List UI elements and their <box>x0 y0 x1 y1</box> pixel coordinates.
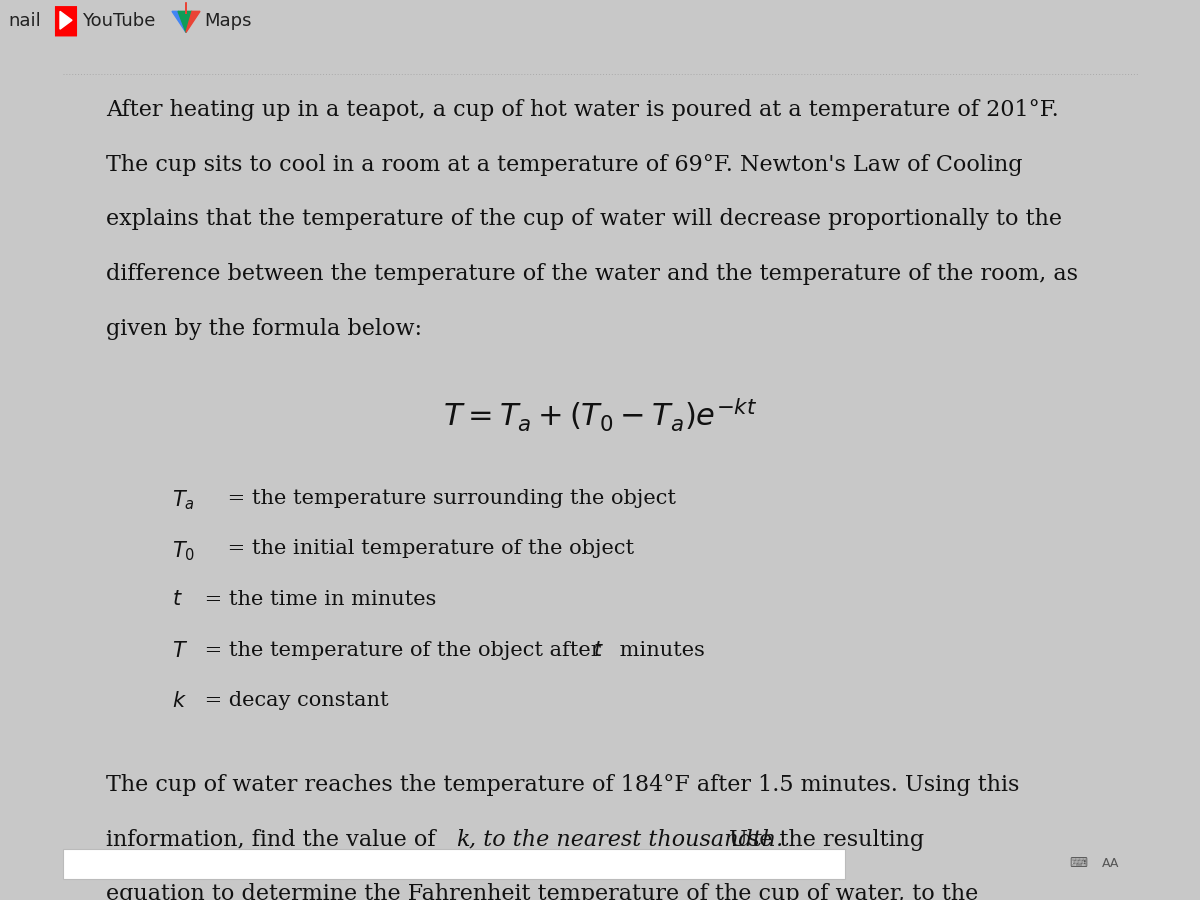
Text: ⌨: ⌨ <box>1069 857 1087 869</box>
Text: The cup sits to cool in a room at a temperature of 69°F. Newton's Law of Cooling: The cup sits to cool in a room at a temp… <box>107 154 1022 176</box>
FancyBboxPatch shape <box>64 850 845 879</box>
Text: Maps: Maps <box>204 12 252 30</box>
Polygon shape <box>60 12 72 29</box>
Text: nail: nail <box>8 12 41 30</box>
Text: $T_0$: $T_0$ <box>172 539 194 563</box>
Text: = decay constant: = decay constant <box>198 691 389 710</box>
Text: $k$: $k$ <box>172 691 186 711</box>
Text: = the initial temperature of the object: = the initial temperature of the object <box>221 539 634 559</box>
Text: explains that the temperature of the cup of water will decrease proportionally t: explains that the temperature of the cup… <box>107 208 1062 230</box>
FancyBboxPatch shape <box>55 6 77 37</box>
Polygon shape <box>178 12 192 32</box>
Text: information, find the value of: information, find the value of <box>107 829 443 850</box>
Text: minutes: minutes <box>612 641 704 660</box>
Text: After heating up in a teapot, a cup of hot water is poured at a temperature of 2: After heating up in a teapot, a cup of h… <box>107 99 1060 121</box>
Polygon shape <box>186 12 200 32</box>
Polygon shape <box>172 12 186 32</box>
Text: $T_a$: $T_a$ <box>172 489 194 512</box>
Text: = the temperature of the object after: = the temperature of the object after <box>198 641 607 660</box>
Text: = the temperature surrounding the object: = the temperature surrounding the object <box>221 489 676 508</box>
Text: $T$: $T$ <box>172 641 187 661</box>
Text: k: k <box>456 829 469 850</box>
Text: YouTube: YouTube <box>82 12 155 30</box>
Text: The cup of water reaches the temperature of 184°F after 1.5 minutes. Using this: The cup of water reaches the temperature… <box>107 774 1020 796</box>
Text: $t$: $t$ <box>593 641 604 660</box>
Text: = the time in minutes: = the time in minutes <box>198 590 436 609</box>
Text: $t$: $t$ <box>172 590 182 609</box>
Text: , to the nearest thousandth.: , to the nearest thousandth. <box>469 829 784 850</box>
Text: AA: AA <box>1103 857 1120 869</box>
Text: $T = T_a + (T_0 - T_a)e^{-kt}$: $T = T_a + (T_0 - T_a)e^{-kt}$ <box>444 396 757 434</box>
Text: equation to determine the Fahrenheit temperature of the cup of water, to the: equation to determine the Fahrenheit tem… <box>107 884 979 900</box>
Text: Use the resulting: Use the resulting <box>722 829 924 850</box>
Text: difference between the temperature of the water and the temperature of the room,: difference between the temperature of th… <box>107 263 1079 285</box>
Text: given by the formula below:: given by the formula below: <box>107 318 422 339</box>
